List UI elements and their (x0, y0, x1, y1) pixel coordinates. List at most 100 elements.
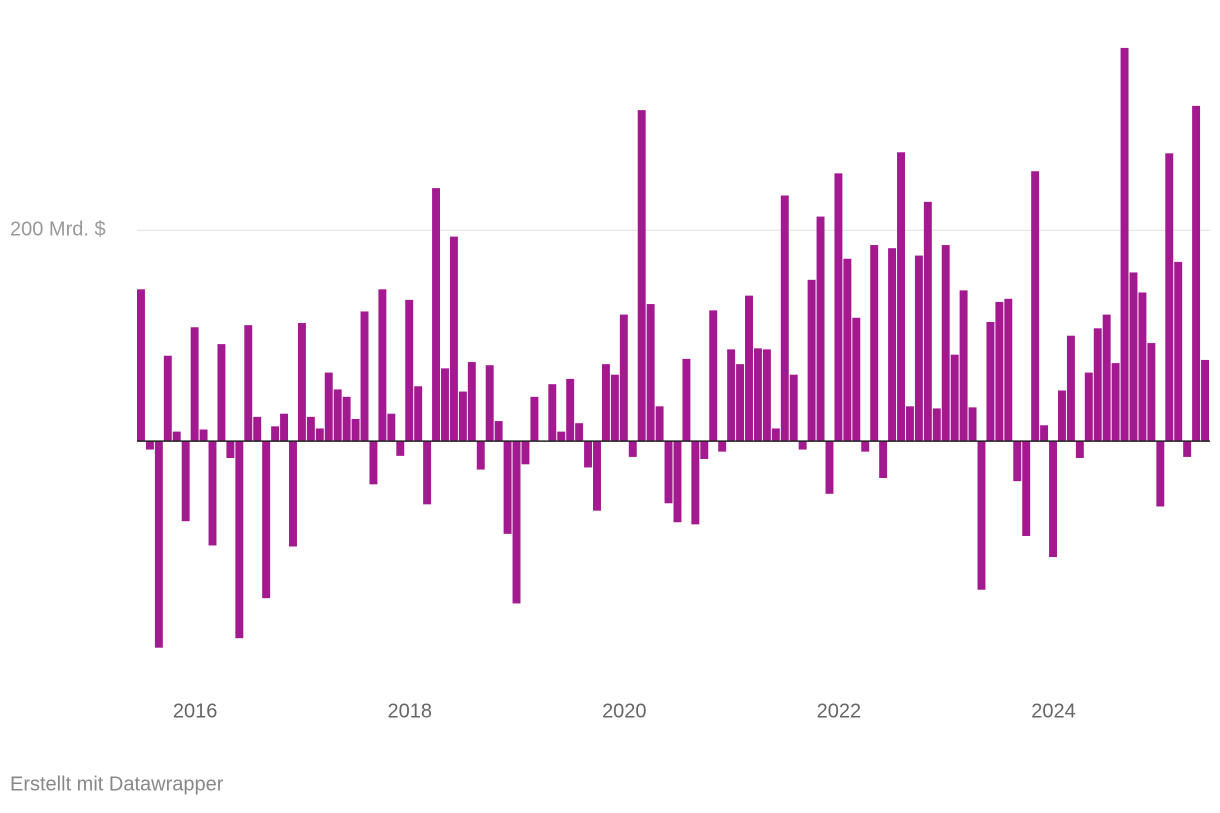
bar (1165, 153, 1174, 442)
bar (1102, 314, 1111, 442)
bar (1138, 292, 1147, 442)
bar (226, 441, 235, 458)
bar (1040, 425, 1049, 442)
bar (1120, 47, 1129, 442)
bar (476, 441, 485, 470)
bar (807, 279, 816, 442)
bar (163, 355, 172, 442)
bar (691, 441, 700, 525)
bar (986, 321, 995, 442)
bar (789, 374, 798, 442)
bar (628, 441, 637, 457)
bar (253, 416, 262, 442)
x-tick-label: 2022 (817, 700, 862, 722)
bar (718, 441, 727, 452)
bar (172, 431, 181, 442)
bar (861, 441, 870, 452)
bar (959, 290, 968, 442)
bar (512, 441, 521, 604)
bar (682, 358, 691, 442)
bar (1174, 261, 1183, 442)
bar (494, 421, 503, 442)
bar (977, 441, 986, 590)
bar (503, 441, 512, 534)
bar (736, 364, 745, 442)
bar (995, 301, 1004, 442)
footer: Erstellt mit Datawrapper (10, 773, 224, 795)
bar (1129, 272, 1138, 442)
bar (181, 441, 190, 522)
bar (441, 368, 449, 442)
bar (432, 188, 441, 442)
bar (879, 441, 888, 478)
bar (289, 441, 297, 547)
bar (333, 389, 342, 442)
bar (575, 423, 584, 442)
bar (932, 408, 941, 442)
bar (798, 441, 807, 450)
bar (745, 295, 753, 442)
bar (199, 429, 208, 442)
bar (771, 428, 780, 442)
bar (1201, 359, 1209, 442)
bar (396, 441, 405, 456)
bar (530, 396, 539, 442)
bar (145, 441, 154, 450)
bar (262, 441, 271, 599)
bar (664, 441, 673, 504)
bar (727, 349, 736, 442)
bar (753, 348, 762, 442)
bar (154, 441, 163, 648)
bar (673, 441, 682, 523)
bar (1022, 441, 1031, 536)
bar (351, 418, 360, 442)
bar (1093, 328, 1102, 442)
bar (1031, 171, 1040, 442)
bar (1111, 363, 1120, 442)
bar (1183, 441, 1192, 457)
bar (306, 416, 315, 442)
x-tick-label: 2024 (1031, 700, 1076, 722)
bar (387, 413, 396, 442)
y-tick-label: 200 Mrd. $ (10, 219, 106, 241)
bar (897, 152, 905, 442)
bar (235, 441, 244, 639)
bar (566, 378, 575, 442)
bar (1156, 441, 1165, 507)
bar (619, 314, 628, 442)
bar (521, 441, 530, 465)
x-tick-label: 2016 (173, 700, 218, 722)
bar (593, 441, 601, 511)
bar (1147, 343, 1156, 442)
bar (137, 289, 145, 442)
bar (1004, 298, 1013, 442)
bar (709, 310, 718, 442)
bar (360, 311, 369, 442)
bar (1075, 441, 1084, 458)
bar (870, 245, 879, 442)
bar (816, 216, 825, 442)
bar (449, 236, 458, 442)
bar (324, 372, 333, 442)
bar (646, 304, 655, 442)
bar (1049, 441, 1057, 558)
bar (923, 201, 932, 442)
bar (244, 325, 253, 442)
bar (208, 441, 217, 546)
bar (950, 354, 959, 442)
bar (405, 299, 414, 442)
bar (369, 441, 378, 485)
bar (467, 362, 476, 442)
bar (548, 384, 557, 442)
bar (378, 289, 387, 442)
bar (485, 365, 494, 442)
bar (297, 323, 306, 442)
bar (342, 396, 351, 442)
bar (655, 406, 664, 442)
bar (834, 173, 843, 442)
bar (414, 386, 423, 442)
bar (914, 255, 923, 442)
bar (637, 110, 646, 442)
bar (941, 245, 950, 442)
